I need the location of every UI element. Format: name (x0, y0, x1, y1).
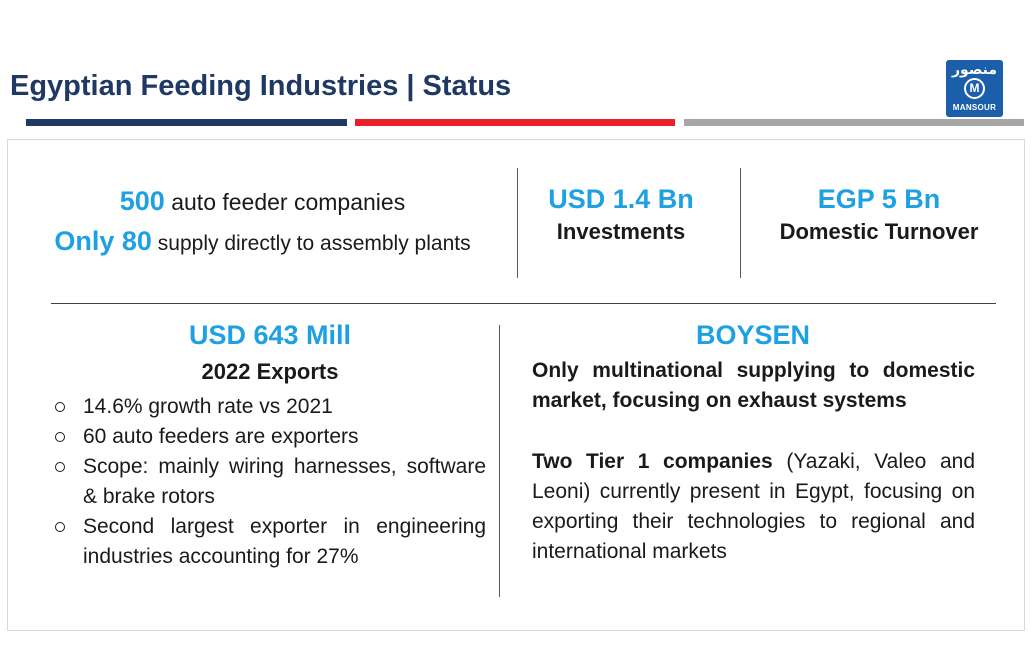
logo-arabic-text: منصور (951, 62, 997, 78)
circle-bullet-icon (55, 432, 65, 442)
title-underline-red (355, 119, 675, 126)
circle-bullet-icon (55, 462, 65, 472)
direct-suppliers-line: Only 80 supply directly to assembly plan… (0, 226, 525, 257)
list-item: 60 auto feeders are exporters (52, 422, 486, 452)
bullet-text: 60 auto feeders are exporters (83, 425, 359, 448)
bullet-text: 14.6% growth rate vs 2021 (83, 395, 333, 418)
investments-stat: USD 1.4 Bn Investments (521, 184, 721, 245)
direct-suppliers-count: Only 80 (54, 226, 152, 256)
feeder-companies-line: 500 auto feeder companies (0, 186, 525, 217)
exports-bullet-list: 14.6% growth rate vs 2021 60 auto feeder… (52, 392, 486, 572)
list-item: Second largest exporter in engineering i… (52, 512, 486, 572)
logo-mark-icon: M (964, 78, 985, 99)
turnover-stat: EGP 5 Bn Domestic Turnover (759, 184, 999, 245)
exports-value: USD 643 Mill (188, 320, 352, 350)
divider-horizontal (51, 303, 996, 304)
divider-top-1 (517, 168, 518, 278)
title-underline-navy (26, 119, 347, 126)
bullet-text: Second largest exporter in engineering i… (83, 515, 486, 568)
mansour-logo: منصور M MANSOUR (946, 60, 1003, 117)
logo-english-text: MANSOUR (952, 103, 997, 112)
title-underline-gray (684, 119, 1024, 126)
page-title: Egyptian Feeding Industries | Status (10, 70, 512, 102)
exports-label: 2022 Exports (201, 359, 339, 384)
tier1-rest-text: (Yazaki, Valeo and Leoni) currently pres… (532, 450, 975, 563)
feeder-count-text: auto feeder companies (171, 189, 406, 215)
divider-top-2 (740, 168, 741, 278)
list-item: Scope: mainly wiring harnesses, software… (52, 452, 486, 512)
circle-bullet-icon (55, 522, 65, 532)
boysen-description: Only multinational supplying to domestic… (532, 359, 975, 412)
investments-value: USD 1.4 Bn (548, 184, 694, 214)
divider-bottom (499, 325, 500, 597)
turnover-label: Domestic Turnover (779, 219, 979, 244)
feeder-count: 500 (119, 186, 165, 216)
tier1-paragraph: Two Tier 1 companies (Yazaki, Valeo and … (532, 447, 975, 567)
direct-suppliers-text: supply directly to assembly plants (157, 232, 471, 255)
investments-label: Investments (556, 219, 686, 244)
tier1-bold-text: Two Tier 1 companies (532, 450, 773, 473)
content-panel (7, 139, 1025, 631)
circle-bullet-icon (55, 402, 65, 412)
bullet-text: Scope: mainly wiring harnesses, software… (83, 455, 486, 508)
list-item: 14.6% growth rate vs 2021 (52, 392, 486, 422)
boysen-title: BOYSEN (695, 320, 811, 350)
turnover-value: EGP 5 Bn (817, 184, 941, 214)
